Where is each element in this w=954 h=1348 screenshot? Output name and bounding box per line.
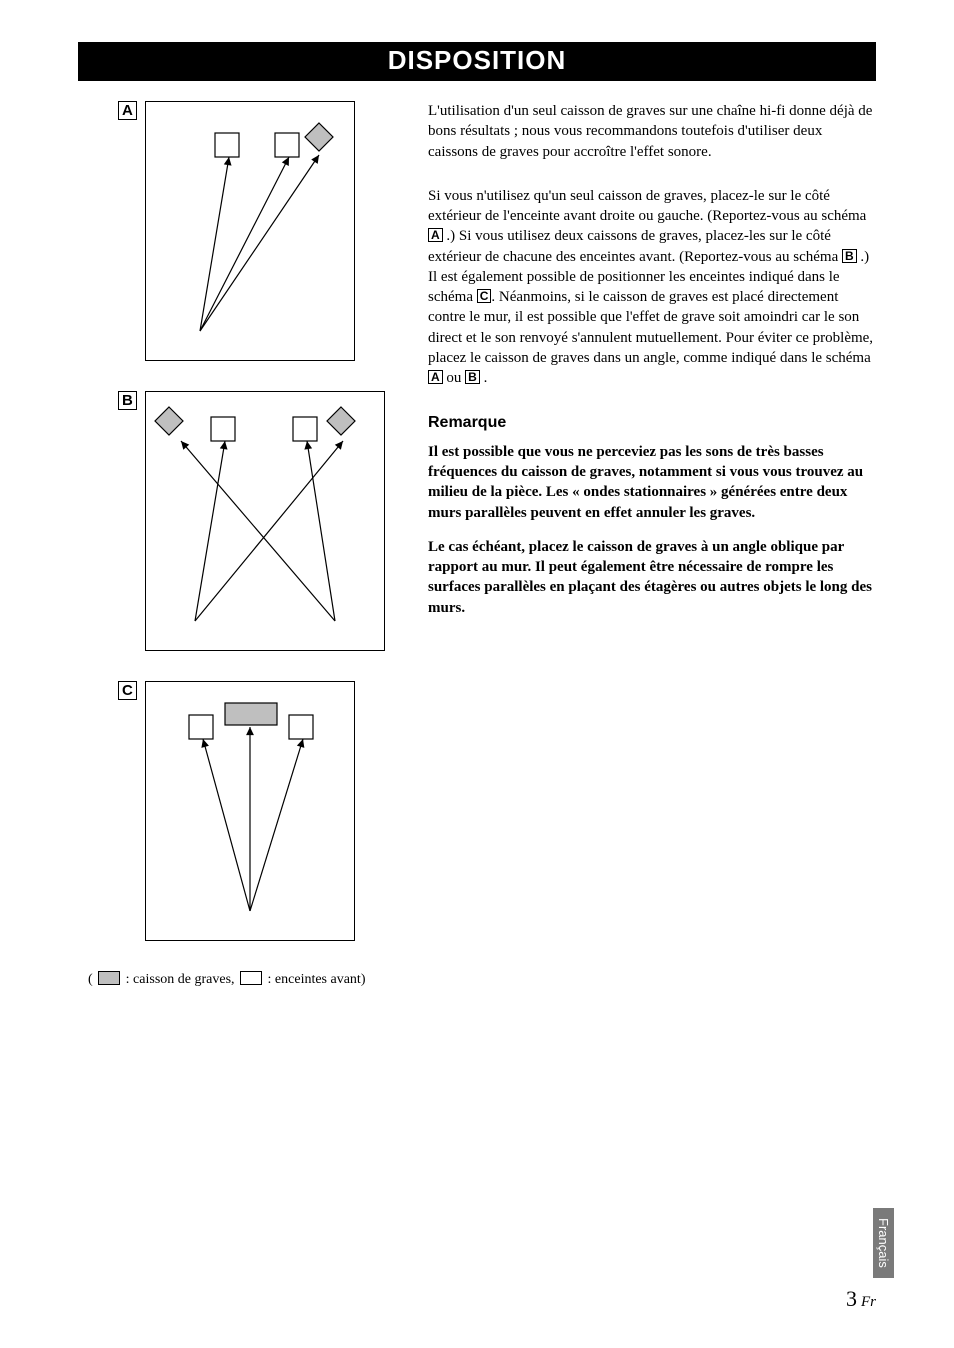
inline-ref-a: A [428, 228, 443, 242]
paragraph-2: Si vous n'utilisez qu'un seul caisson de… [428, 186, 876, 389]
diagram-a: A [118, 101, 398, 361]
page-number: 3Fr [846, 1286, 876, 1312]
legend-speaker-label: : enceintes avant) [268, 972, 366, 987]
diagram-b-label: B [118, 391, 137, 410]
inline-ref-b: B [842, 249, 857, 263]
page-number-digit: 3 [846, 1286, 857, 1311]
inline-ref-b2: B [465, 370, 480, 384]
inline-ref-c: C [477, 289, 492, 303]
inline-ref-a2: A [428, 370, 443, 384]
remark-paragraph-1: Il est possible que vous ne perceviez pa… [428, 442, 876, 523]
diagram-c: C [118, 681, 398, 941]
legend: ( : caisson de graves, : enceintes avant… [88, 971, 398, 988]
diagram-b: B [118, 391, 398, 651]
diagram-c-svg [145, 681, 355, 941]
diagram-a-svg [145, 101, 355, 361]
p2-seg-d: . Néanmoins, si le caisson de graves est… [428, 289, 873, 366]
page-number-suffix: Fr [861, 1294, 876, 1310]
p2-seg-e: . [480, 370, 488, 386]
legend-open: ( [88, 972, 93, 987]
remark-heading: Remarque [428, 412, 876, 434]
legend-speaker-swatch [240, 971, 262, 985]
diagram-b-svg [145, 391, 385, 651]
p2-seg-a: Si vous n'utilisez qu'un seul caisson de… [428, 188, 866, 224]
remark-paragraph-2: Le cas échéant, placez le caisson de gra… [428, 537, 876, 618]
language-tab: Français [873, 1208, 894, 1278]
text-column: L'utilisation d'un seul caisson de grave… [428, 101, 876, 988]
legend-subwoofer-label: : caisson de graves, [126, 972, 235, 987]
diagram-c-label: C [118, 681, 137, 700]
p2-seg-mid: ou [443, 370, 466, 386]
paragraph-1: L'utilisation d'un seul caisson de grave… [428, 101, 876, 162]
diagrams-column: A B C ( : caisson de graves, [78, 101, 398, 988]
legend-subwoofer-swatch [98, 971, 120, 985]
p2-seg-b: .) Si vous utilisez deux caissons de gra… [428, 228, 842, 264]
diagram-a-label: A [118, 101, 137, 120]
page-title: DISPOSITION [78, 42, 876, 81]
